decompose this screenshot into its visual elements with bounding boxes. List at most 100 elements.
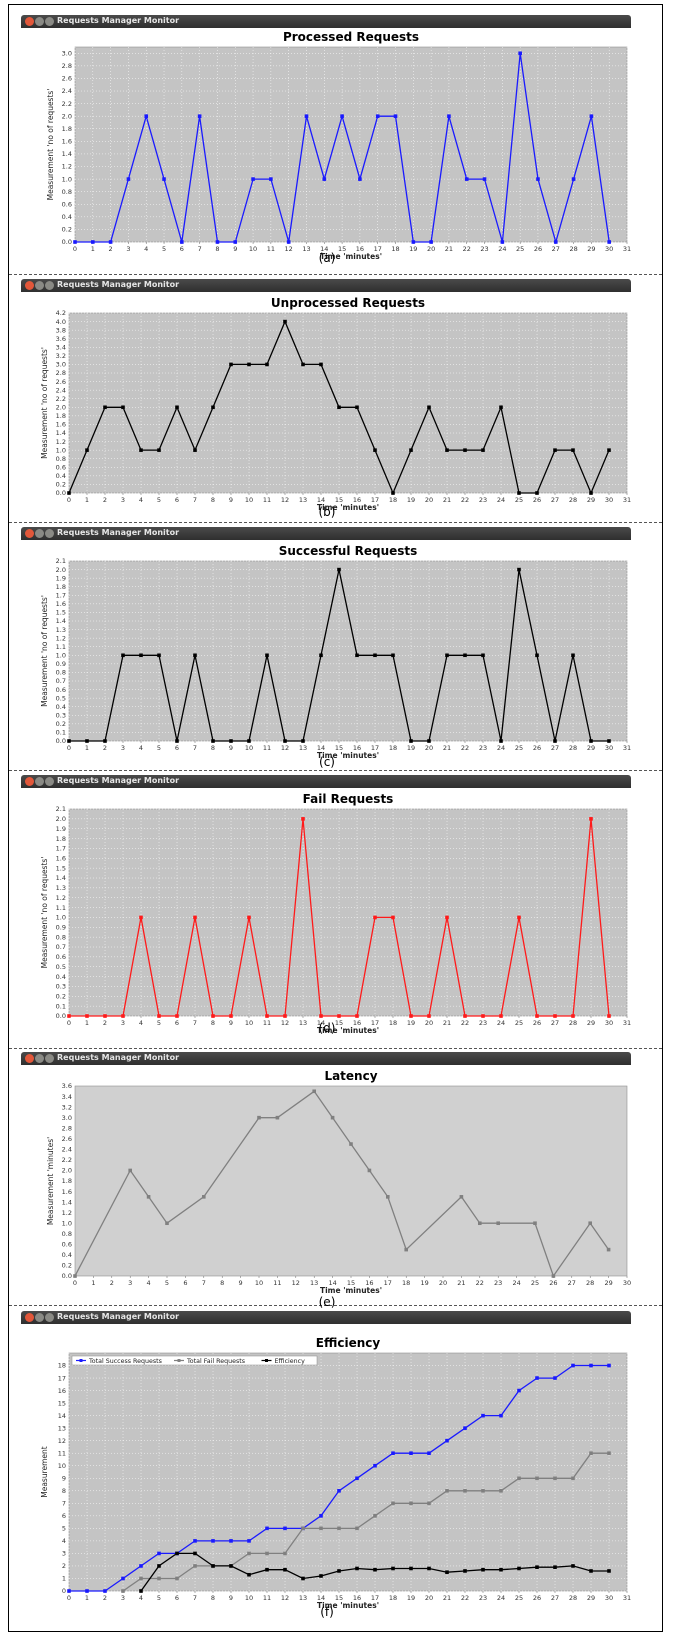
data-point — [193, 448, 197, 452]
x-tick-label: 4 — [139, 1019, 143, 1027]
data-point — [265, 1014, 269, 1018]
x-tick-label: 16 — [353, 1019, 361, 1027]
y-tick-label: 2.8 — [62, 1124, 72, 1132]
y-tick-label: 1.2 — [62, 163, 72, 171]
x-tick-label: 25 — [515, 744, 523, 752]
x-tick-label: 31 — [623, 744, 631, 752]
x-tick-label: 30 — [605, 744, 613, 752]
x-tick-label: 7 — [193, 1594, 197, 1602]
data-point — [373, 653, 377, 658]
y-tick-label: 0.2 — [56, 720, 66, 728]
x-tick-label: 11 — [267, 245, 275, 253]
close-icon[interactable] — [25, 17, 34, 26]
minimize-icon[interactable] — [35, 17, 44, 26]
y-axis-label: Measurement 'minutes' — [46, 1137, 55, 1225]
data-point — [481, 1014, 485, 1018]
y-tick-label: 4.2 — [56, 309, 66, 317]
data-point — [571, 177, 576, 181]
x-tick-label: 28 — [569, 496, 577, 504]
y-tick-label: 1.4 — [62, 150, 72, 158]
x-tick-label: 12 — [281, 1594, 289, 1602]
close-icon[interactable] — [25, 1313, 34, 1322]
close-icon[interactable] — [25, 777, 34, 786]
data-point — [459, 1195, 464, 1199]
y-tick-label: 2.8 — [62, 62, 72, 70]
data-point — [301, 1576, 305, 1581]
data-point — [211, 405, 215, 410]
data-point — [67, 1589, 71, 1593]
y-tick-label: 6 — [62, 1512, 66, 1520]
x-axis-label: Time 'minutes' — [320, 1286, 382, 1295]
subfigure-caption: (f) — [320, 1605, 334, 1619]
x-tick-label: 26 — [534, 245, 542, 253]
data-point — [409, 1451, 413, 1456]
data-point — [517, 567, 521, 572]
minimize-icon[interactable] — [35, 777, 44, 786]
maximize-icon[interactable] — [45, 529, 54, 538]
y-tick-label: 0.6 — [56, 686, 66, 694]
y-tick-label: 1.4 — [56, 617, 66, 625]
maximize-icon[interactable] — [45, 17, 54, 26]
x-tick-label: 9 — [239, 1279, 243, 1287]
y-tick-label: 3.0 — [56, 361, 66, 369]
data-point — [607, 1451, 611, 1456]
data-point — [536, 177, 540, 181]
y-tick-label: 1.2 — [56, 634, 66, 642]
data-point — [162, 177, 166, 181]
data-point — [193, 915, 197, 920]
data-point — [445, 448, 449, 452]
minimize-icon[interactable] — [35, 1054, 44, 1063]
close-icon[interactable] — [25, 1054, 34, 1063]
y-tick-label: 0.5 — [56, 963, 66, 971]
x-tick-label: 11 — [263, 496, 271, 504]
data-point — [499, 1413, 503, 1418]
data-point — [553, 739, 557, 743]
y-tick-label: 1.8 — [56, 835, 66, 843]
maximize-icon[interactable] — [45, 777, 54, 786]
window-title: Requests Manager Monitor — [57, 1312, 180, 1321]
x-tick-label: 10 — [245, 1019, 253, 1027]
x-tick-label: 7 — [193, 496, 197, 504]
y-tick-label: 0.6 — [56, 463, 66, 471]
close-icon[interactable] — [25, 281, 34, 290]
data-point — [211, 1014, 215, 1018]
data-point — [108, 240, 113, 244]
data-point — [265, 362, 269, 367]
minimize-icon[interactable] — [35, 1313, 44, 1322]
x-tick-label: 9 — [229, 496, 233, 504]
data-point — [499, 739, 503, 743]
y-tick-label: 2.8 — [56, 369, 66, 377]
maximize-icon[interactable] — [45, 1054, 54, 1063]
y-tick-label: 1.5 — [56, 864, 66, 872]
data-point — [337, 1526, 341, 1531]
data-point — [373, 1514, 377, 1518]
maximize-icon[interactable] — [45, 1313, 54, 1322]
x-tick-label: 11 — [273, 1279, 281, 1287]
x-tick-label: 30 — [605, 245, 613, 253]
data-point — [607, 739, 611, 743]
chart-title: Latency — [324, 1069, 377, 1083]
data-point — [391, 1501, 395, 1506]
x-tick-label: 25 — [515, 1594, 523, 1602]
y-tick-label: 0.1 — [56, 1002, 66, 1010]
minimize-icon[interactable] — [35, 529, 44, 538]
minimize-icon[interactable] — [35, 281, 44, 290]
y-tick-label: 1.8 — [62, 1177, 72, 1185]
x-tick-label: 14 — [320, 245, 328, 253]
x-tick-label: 26 — [533, 744, 541, 752]
y-tick-label: 1.8 — [62, 125, 72, 133]
data-point — [73, 240, 77, 244]
data-point — [67, 491, 71, 495]
y-tick-label: 1.6 — [62, 1188, 72, 1196]
close-icon[interactable] — [25, 529, 34, 538]
data-point — [193, 1551, 197, 1556]
legend: Total Success Requests Total Fail Request… — [71, 1355, 318, 1366]
data-point — [571, 448, 575, 452]
y-tick-label: 0.8 — [62, 188, 72, 196]
x-tick-label: 25 — [515, 1019, 523, 1027]
x-tick-label: 6 — [175, 1594, 179, 1602]
x-tick-label: 23 — [480, 245, 488, 253]
y-tick-label: 0.4 — [56, 472, 66, 480]
legend-marker — [265, 1359, 268, 1362]
maximize-icon[interactable] — [45, 281, 54, 290]
